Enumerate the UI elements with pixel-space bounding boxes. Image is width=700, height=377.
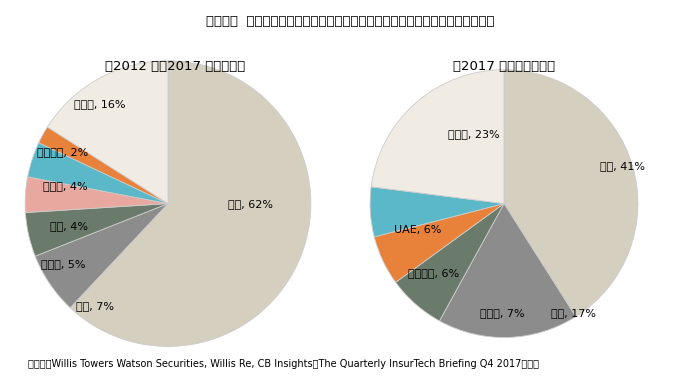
- Text: グラフ３  資金調達を行ったインシュアテックスタートアップの拠点国分布状況: グラフ３ 資金調達を行ったインシュアテックスタートアップの拠点国分布状況: [206, 15, 494, 28]
- Wedge shape: [28, 143, 168, 204]
- Wedge shape: [25, 204, 168, 256]
- Wedge shape: [440, 204, 576, 337]
- Text: 米国, 41%: 米国, 41%: [601, 161, 645, 171]
- Wedge shape: [25, 177, 168, 213]
- Wedge shape: [395, 204, 504, 321]
- Text: 中国, 4%: 中国, 4%: [50, 221, 88, 231]
- Text: インド, 4%: インド, 4%: [43, 181, 88, 192]
- Text: インド, 7%: インド, 7%: [480, 308, 524, 319]
- Wedge shape: [504, 70, 638, 317]
- Wedge shape: [374, 204, 504, 282]
- Text: フランス, 2%: フランス, 2%: [36, 147, 88, 157]
- Text: 米国, 62%: 米国, 62%: [228, 199, 273, 208]
- Text: ドイツ, 5%: ドイツ, 5%: [41, 259, 85, 268]
- Text: フランス, 6%: フランス, 6%: [407, 268, 458, 278]
- Text: その他, 16%: その他, 16%: [74, 98, 125, 109]
- Wedge shape: [370, 187, 504, 237]
- Text: その他, 23%: その他, 23%: [448, 129, 499, 139]
- Wedge shape: [371, 70, 504, 204]
- Wedge shape: [48, 61, 168, 204]
- Text: 【2012 年～2017 年全案件】: 【2012 年～2017 年全案件】: [105, 60, 245, 73]
- Text: （資料）Willis Towers Watson Securities, Willis Re, CB Insights「The Quarterly InsurT: （資料）Willis Towers Watson Securities, Wil…: [28, 359, 539, 369]
- Wedge shape: [38, 127, 168, 204]
- Text: 英国, 17%: 英国, 17%: [551, 308, 596, 319]
- Text: 英国, 7%: 英国, 7%: [76, 302, 113, 311]
- Text: UAE, 6%: UAE, 6%: [394, 225, 442, 235]
- Text: 【2017 年第４四半期】: 【2017 年第４四半期】: [453, 60, 555, 73]
- Wedge shape: [35, 204, 168, 308]
- Wedge shape: [70, 61, 311, 346]
